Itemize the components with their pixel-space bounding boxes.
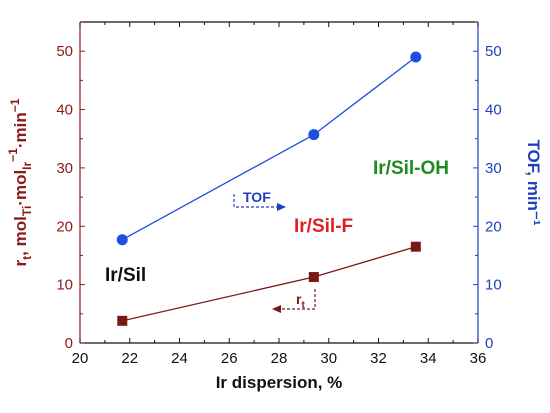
annotation-rt-main: r [296, 291, 302, 307]
x-axis-title: Ir dispersion, % [216, 373, 343, 392]
y-left-tick-label: 50 [56, 43, 73, 60]
text-layer: Ir dispersion, %rt, molTi·molIr−1·min−1T… [6, 98, 543, 392]
y-left-title-part: t [20, 256, 34, 260]
x-tick-label: 32 [370, 350, 387, 367]
y-right-tick-label: 30 [485, 160, 502, 177]
x-tick-label: 36 [470, 350, 487, 367]
rt-pointer-arrowhead [272, 305, 281, 313]
y-left-tick-label: 30 [56, 160, 73, 177]
x-tick-label: 22 [121, 350, 138, 367]
y-right-tick-label: 50 [485, 43, 502, 60]
annotation-rt-sub: t [301, 300, 305, 311]
x-tick-label: 28 [271, 350, 288, 367]
tof-data-point [116, 234, 128, 246]
x-tick-label: 24 [171, 350, 188, 367]
x-tick-label: 20 [72, 350, 89, 367]
annotation-rt: rt [296, 291, 305, 311]
y-left-title-part: −1 [8, 98, 22, 112]
y-left-title-part: Ti [20, 206, 34, 216]
x-tick-label: 26 [221, 350, 238, 367]
y-left-title-part: −1 [6, 148, 20, 162]
y-right-tick-label: 10 [485, 277, 502, 294]
rt-data-point [308, 272, 319, 283]
tof-pointer-line [233, 194, 278, 208]
rt-data-point [117, 315, 128, 326]
y-left-title-part: , mol [11, 216, 30, 256]
rt-pointer-line [281, 289, 316, 310]
y-right-axis-title: TOF, min⁻¹ [524, 139, 543, 225]
annotation-ir-sil: Ir/Sil [105, 265, 146, 286]
x-tick-label: 34 [420, 350, 437, 367]
tof-data-point [410, 51, 422, 63]
y-left-title-part: Ir [20, 161, 34, 169]
y-left-tick-label: 20 [56, 218, 73, 235]
y-left-axis-title: rt, molTi·molIr−1·min−1 [6, 98, 34, 266]
y-right-tick-label: 20 [485, 218, 502, 235]
y-left-title-part: ·min [11, 112, 30, 148]
y-left-tick-label: 0 [65, 335, 73, 352]
rt-data-point [410, 241, 421, 252]
y-left-tick-label: 40 [56, 102, 73, 119]
annotation-tof: TOF [243, 189, 271, 205]
y-right-tick-label: 0 [485, 335, 493, 352]
annotation-ir-sil-f: Ir/Sil-F [294, 216, 353, 237]
y-left-tick-label: 10 [56, 277, 73, 294]
series-line-tof [121, 56, 417, 241]
annotation-ir-sil-oh: Ir/Sil-OH [373, 158, 449, 179]
y-left-title-part: ·mol [11, 170, 30, 206]
series-line-rt [122, 246, 416, 322]
y-left-title-part: r [11, 259, 30, 266]
y-right-tick-label: 40 [485, 102, 502, 119]
series-layer [116, 51, 422, 326]
tof-pointer-arrowhead [277, 203, 286, 211]
tof-data-point [308, 129, 320, 141]
plot-frame-layer [79, 21, 479, 344]
x-tick-label: 30 [320, 350, 337, 367]
